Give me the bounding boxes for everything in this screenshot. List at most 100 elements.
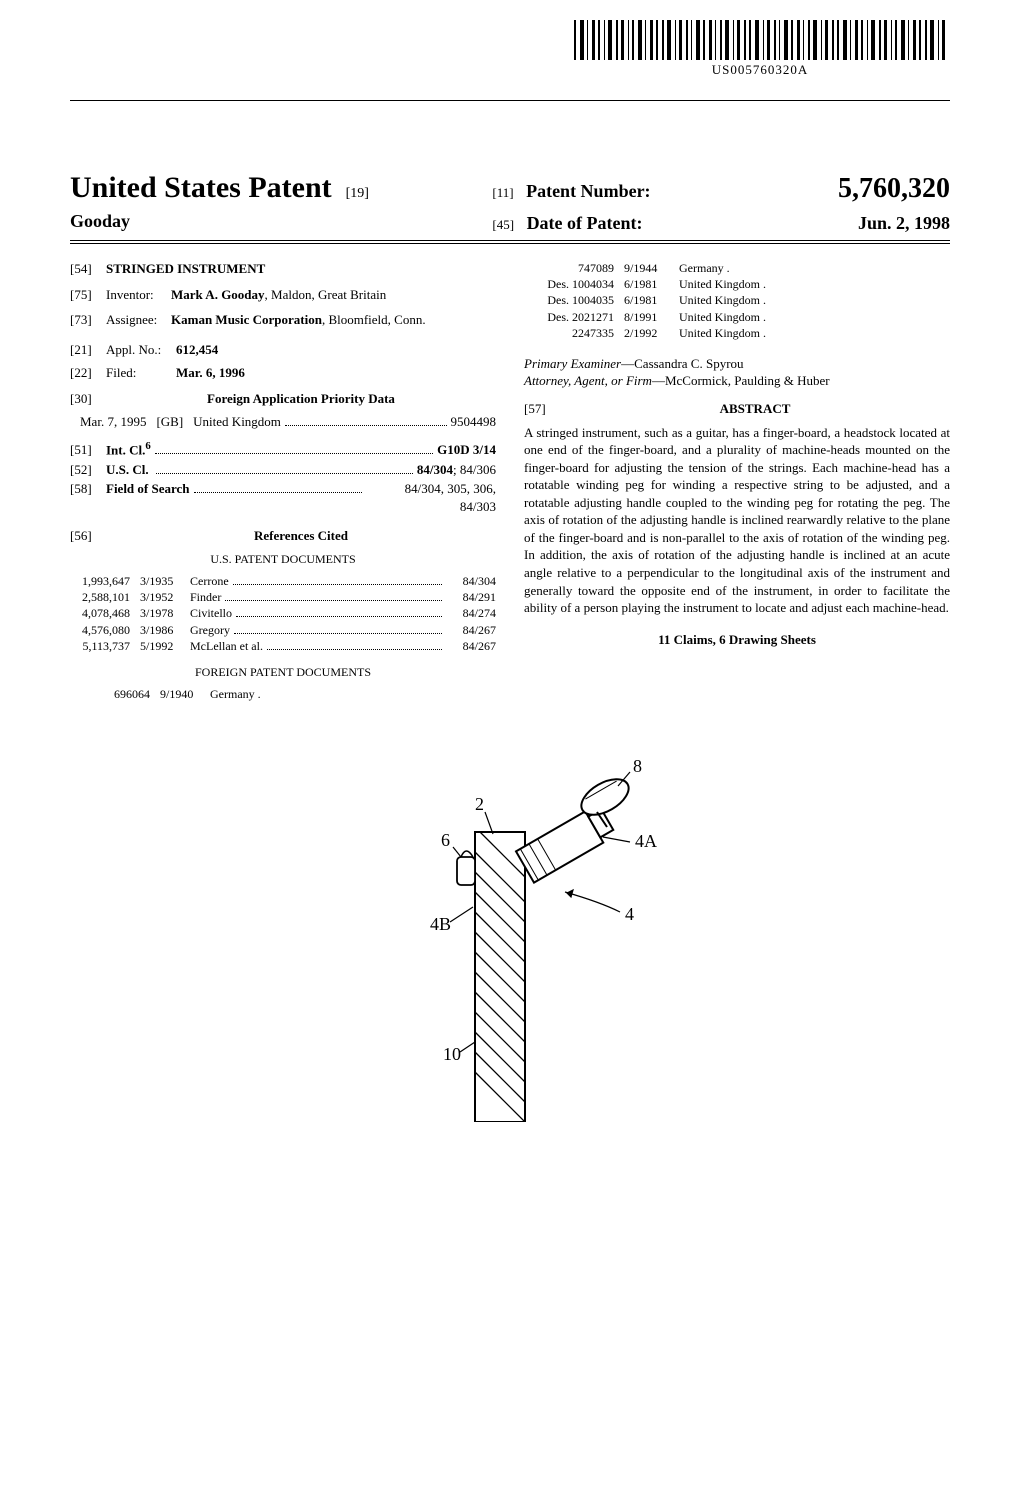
intcl-value: G10D 3/14	[437, 441, 496, 459]
main-title: United States Patent	[70, 171, 332, 204]
cite-date: 3/1935	[140, 573, 190, 589]
attorney-label: Attorney, Agent, or Firm	[524, 373, 652, 388]
foreign-doc-row: 7470899/1944Germany .	[524, 260, 950, 276]
us-doc-row: 4,078,4683/1978Civitello 84/274	[70, 605, 496, 621]
cite-num: 2247335	[524, 325, 624, 341]
foreign-pri-cc: [GB]	[156, 413, 183, 431]
fos-label: Field of Search	[106, 480, 190, 498]
patent-number: 5,760,320	[838, 173, 950, 205]
fig-label-4A: 4A	[635, 831, 657, 851]
cite-name: Cerrone	[190, 573, 229, 589]
appl-num-bracket: [21]	[70, 341, 106, 359]
cite-num: 5,113,737	[70, 638, 140, 654]
cite-date: 9/1940	[160, 686, 210, 702]
cite-name: United Kingdom .	[679, 292, 766, 308]
dot-leader	[194, 492, 362, 493]
inventor-name: Mark A. Gooday	[171, 287, 265, 302]
patent-page: US005760320A United States Patent [19] G…	[0, 0, 1020, 1498]
header-row: United States Patent [19] Gooday [11] Pa…	[70, 171, 950, 240]
dot-leader	[155, 453, 433, 454]
us-doc-row: 1,993,6473/1935Cerrone 84/304	[70, 573, 496, 589]
assignee-label: Assignee:	[106, 311, 171, 329]
cite-cls: 84/267	[446, 622, 496, 638]
foreign-docs-right-list: 7470899/1944Germany .Des. 10040346/1981U…	[524, 260, 950, 341]
inventor-label: Inventor:	[106, 286, 171, 304]
dot-leader	[233, 584, 442, 585]
filed-bracket: [22]	[70, 364, 106, 382]
uscl-rest: ; 84/306	[453, 462, 496, 477]
dot-leader	[225, 600, 442, 601]
dot-leader	[285, 425, 447, 426]
foreign-pri-name: United Kingdom	[193, 413, 281, 431]
cite-date: 3/1952	[140, 589, 190, 605]
cite-date: 8/1991	[624, 309, 679, 325]
filed-value: Mar. 6, 1996	[176, 364, 245, 382]
assignee-name: Kaman Music Corporation	[171, 312, 322, 327]
cite-date: 5/1992	[140, 638, 190, 654]
foreign-doc-row: 22473352/1992United Kingdom .	[524, 325, 950, 341]
filed-label: Filed:	[106, 364, 176, 382]
fig-label-10: 10	[443, 1044, 461, 1064]
fos-value: 84/304, 305, 306, 84/303	[366, 480, 496, 515]
dot-leader	[267, 649, 442, 650]
cite-num: 696064	[70, 686, 160, 702]
foreign-doc-row: Des. 10040346/1981United Kingdom .	[524, 276, 950, 292]
cite-name: Gregory	[190, 622, 230, 638]
refs-bracket: [56]	[70, 527, 106, 545]
cite-num: 1,993,647	[70, 573, 140, 589]
foreign-pri-date: Mar. 7, 1995	[80, 413, 146, 431]
appl-label: Appl. No.:	[106, 341, 176, 359]
cite-date: 6/1981	[624, 276, 679, 292]
cite-num: 4,078,468	[70, 605, 140, 621]
cite-name: United Kingdom .	[679, 276, 766, 292]
intcl-bracket: [51]	[70, 441, 106, 459]
date-bracket: [45]	[492, 217, 514, 232]
foreign-bracket: [30]	[70, 390, 106, 408]
cite-num: 2,588,101	[70, 589, 140, 605]
abstract-bracket: [57]	[524, 400, 560, 418]
inventor-num: [75]	[70, 286, 106, 304]
us-doc-row: 2,588,1013/1952Finder84/291	[70, 589, 496, 605]
abstract-label: ABSTRACT	[560, 400, 950, 418]
cite-date: 9/1944	[624, 260, 679, 276]
barcode-block: US005760320A	[570, 20, 950, 78]
foreign-docs-left-list: 6960649/1940Germany .	[70, 686, 496, 702]
cite-cls: 84/267	[446, 638, 496, 654]
uscl-bracket: [52]	[70, 461, 106, 479]
inventor-loc: , Maldon, Great Britain	[265, 287, 387, 302]
cite-num: Des. 1004034	[524, 276, 624, 292]
cite-num: Des. 1004035	[524, 292, 624, 308]
fig-label-4B: 4B	[430, 914, 451, 934]
examiner-label: Primary Examiner	[524, 356, 621, 371]
patent-num-bracket: [11]	[492, 185, 513, 200]
fig-label-8: 8	[633, 756, 642, 776]
us-docs-list: 1,993,6473/1935Cerrone84/3042,588,1013/1…	[70, 573, 496, 654]
appl-value: 612,454	[176, 341, 218, 359]
fig-label-2: 2	[475, 794, 484, 814]
cite-date: 6/1981	[624, 292, 679, 308]
us-docs-head: U.S. PATENT DOCUMENTS	[70, 551, 496, 567]
body-columns: [54] STRINGED INSTRUMENT [75] Inventor: …	[70, 260, 950, 702]
invention-title: STRINGED INSTRUMENT	[106, 260, 265, 278]
fos-bracket: [58]	[70, 480, 106, 498]
inventor-lastname: Gooday	[70, 211, 492, 232]
abstract-text: A stringed instrument, such as a guitar,…	[524, 424, 950, 617]
foreign-pri-label: Foreign Application Priority Data	[106, 390, 496, 408]
uscl-bold: 84/304	[417, 462, 453, 477]
date-label: Date of Patent:	[527, 213, 643, 233]
us-doc-row: 4,576,0803/1986Gregory84/267	[70, 622, 496, 638]
cite-name: Germany .	[210, 686, 261, 702]
cite-name: Finder	[190, 589, 221, 605]
claims-sheets: 11 Claims, 6 Drawing Sheets	[524, 631, 950, 649]
cite-name: Civitello	[190, 605, 232, 621]
attorney-name: —McCormick, Paulding & Huber	[652, 373, 830, 388]
cite-name: United Kingdom .	[679, 309, 766, 325]
cite-date: 3/1978	[140, 605, 190, 621]
dot-leader	[236, 616, 442, 617]
patent-date: Jun. 2, 1998	[858, 213, 950, 234]
cite-name: McLellan et al.	[190, 638, 263, 654]
cite-cls: 84/304	[446, 573, 496, 589]
examiner-name: —Cassandra C. Spyrou	[621, 356, 743, 371]
cite-num: Des. 2021271	[524, 309, 624, 325]
cite-cls: 84/274	[446, 605, 496, 621]
